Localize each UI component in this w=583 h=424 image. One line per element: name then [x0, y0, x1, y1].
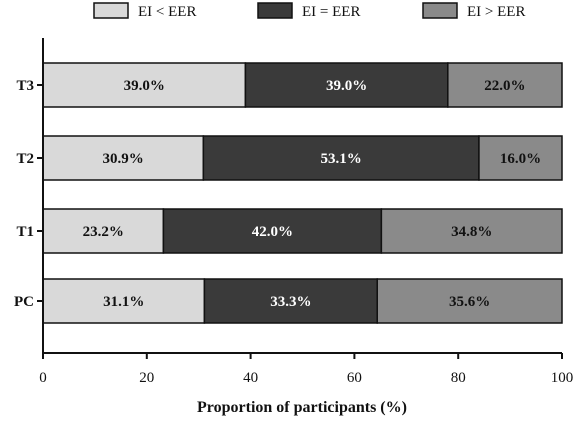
legend-swatch-1 — [93, 2, 129, 19]
bar-t3-series-3 — [447, 62, 563, 108]
data-label-pc-series-3: 35.6% — [449, 294, 490, 310]
legend-label-2: EI = EER — [302, 4, 360, 20]
y-category-label-t1: T1 — [16, 224, 34, 240]
x-tick-label-80: 80 — [451, 370, 466, 386]
legend-swatch-3 — [422, 2, 458, 19]
x-tick-label-60: 60 — [347, 370, 362, 386]
x-tick-label-40: 40 — [243, 370, 258, 386]
x-tick-label-20: 20 — [139, 370, 154, 386]
bar-t1-series-1 — [42, 208, 165, 254]
data-label-t3-series-2: 39.0% — [326, 78, 367, 94]
bars: 39.0% 39.0% 22.0% 30.9% 53.1% 16.0% 23.2% 42.0%… — [42, 62, 563, 324]
bar-pc-series-1 — [42, 278, 206, 324]
legend: EI < EER EI = EER EI > EER — [93, 2, 525, 20]
bar-t3-series-1 — [42, 62, 247, 108]
x-tick-label-0: 0 — [39, 370, 47, 386]
data-label-t1-series-3: 34.8% — [451, 224, 492, 240]
bar-t1-series-3 — [380, 208, 563, 254]
axes: 0 20 40 60 80 100 T3 T2 T1 PC — [14, 38, 573, 386]
legend-label-3: EI > EER — [467, 4, 525, 20]
data-label-t3-series-1: 39.0% — [124, 78, 165, 94]
data-label-t1-series-2: 42.0% — [252, 224, 293, 240]
y-category-label-pc: PC — [14, 294, 34, 310]
bar-pc-series-3 — [376, 278, 563, 324]
data-label-t1-series-1: 23.2% — [83, 224, 124, 240]
data-label-pc-series-2: 33.3% — [270, 294, 311, 310]
data-label-pc-series-1: 31.1% — [103, 294, 144, 310]
y-category-label-t2: T2 — [16, 151, 34, 167]
bar-t2-series-2 — [202, 135, 480, 181]
x-axis-title: Proportion of participants (%) — [197, 399, 407, 416]
bar-t3-series-2 — [244, 62, 449, 108]
data-label-t3-series-3: 22.0% — [484, 78, 525, 94]
x-tick-label-100: 100 — [551, 370, 574, 386]
bar-t2-series-3 — [478, 135, 563, 181]
bar-t1-series-2 — [162, 208, 383, 254]
data-label-t2-series-1: 30.9% — [103, 151, 144, 167]
data-label-t2-series-3: 16.0% — [500, 151, 541, 167]
y-category-label-t3: T3 — [16, 78, 34, 94]
data-label-t2-series-2: 53.1% — [321, 151, 362, 167]
legend-swatch-2 — [257, 2, 293, 19]
legend-label-1: EI < EER — [138, 4, 196, 20]
